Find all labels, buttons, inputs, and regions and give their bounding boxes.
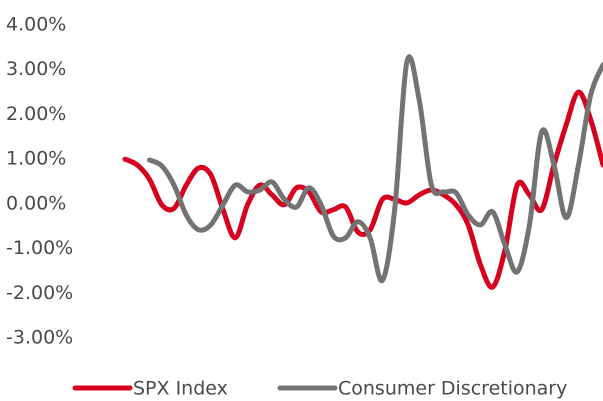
y-tick-label: 1.00%	[6, 148, 66, 170]
y-tick-label: -1.00%	[6, 237, 73, 259]
y-tick-label: -2.00%	[6, 282, 73, 304]
legend-label: Consumer Discretionary	[338, 378, 567, 400]
y-tick-label: 3.00%	[6, 58, 66, 80]
legend-label: SPX Index	[133, 378, 228, 400]
series-line	[122, 89, 603, 290]
y-tick-label: 4.00%	[6, 14, 66, 36]
y-tick-label: 0.00%	[6, 192, 66, 214]
y-tick-label: -3.00%	[6, 327, 73, 349]
y-tick-label: 2.00%	[6, 103, 66, 125]
series-line	[147, 54, 603, 283]
